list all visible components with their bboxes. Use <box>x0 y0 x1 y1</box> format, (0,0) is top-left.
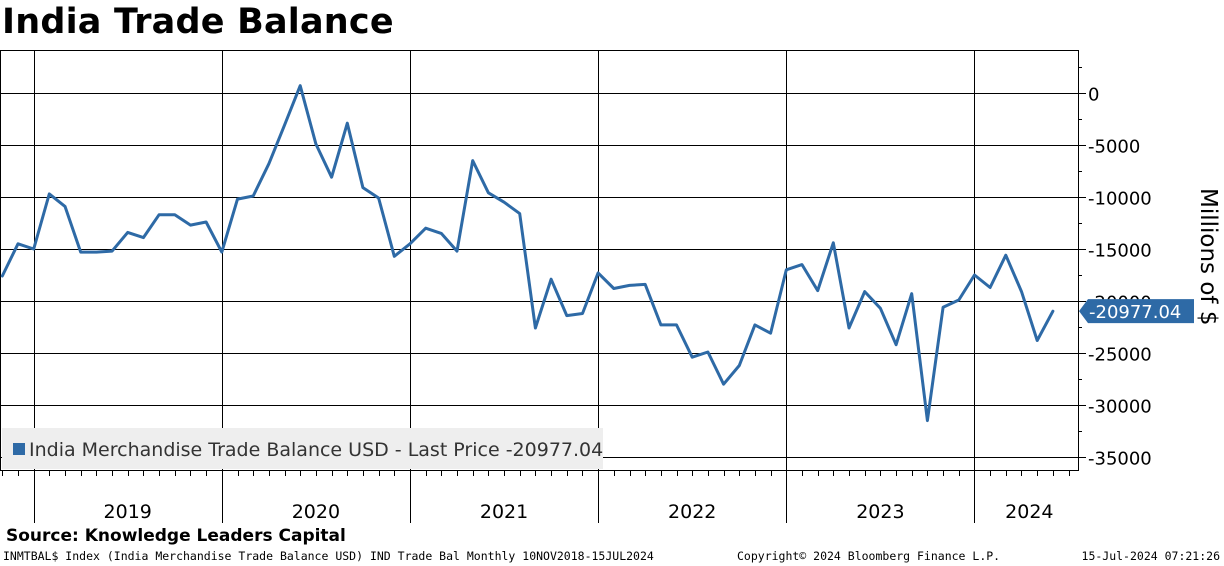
gridlines <box>0 93 1078 458</box>
x-year-label: 2020 <box>292 501 340 523</box>
y-tick-label: -10000 <box>1088 189 1152 210</box>
x-year-label: 2024 <box>1005 501 1053 523</box>
x-axis-labels: 2019 2020 2021 2022 2023 2024 <box>104 501 1054 523</box>
y-axis: 0-5000-10000-15000-20000-25000-30000-350… <box>1078 50 1152 470</box>
y-tick-label: -30000 <box>1088 397 1152 418</box>
x-year-label: 2023 <box>856 501 904 523</box>
y-tick-label: -35000 <box>1088 449 1152 470</box>
plot-frame <box>0 50 1079 471</box>
data-points <box>1 84 1055 422</box>
legend-background <box>2 428 603 469</box>
x-year-label: 2019 <box>104 501 152 523</box>
chart-title: India Trade Balance <box>2 2 394 42</box>
legend: India Merchandise Trade Balance USD - La… <box>2 428 603 469</box>
legend-label: India Merchandise Trade Balance USD - La… <box>29 439 603 461</box>
legend-swatch <box>13 443 25 455</box>
x-year-label: 2021 <box>480 501 528 523</box>
last-value-label: -20977.04 <box>1089 302 1181 323</box>
source-note: Source: Knowledge Leaders Capital <box>6 526 346 546</box>
series-line-trade-balance <box>0 84 1055 423</box>
last-value-box <box>1079 299 1194 324</box>
y-tick-label: -15000 <box>1088 241 1152 262</box>
footer-timestamp: 15-Jul-2024 07:21:26 <box>1081 549 1220 563</box>
last-value-marker: -20977.04 <box>1079 299 1194 324</box>
y-axis-label: Millions of $ <box>1195 188 1221 325</box>
y-tick-label: -5000 <box>1088 137 1140 158</box>
x-year-label: 2022 <box>668 501 716 523</box>
footer-copyright: Copyright© 2024 Bloomberg Finance L.P. <box>737 549 1001 563</box>
y-tick-label: -25000 <box>1088 345 1152 366</box>
footer-index-info: INMTBAL$ Index (India Merchandise Trade … <box>3 549 654 563</box>
y-tick-label: 0 <box>1088 85 1099 106</box>
